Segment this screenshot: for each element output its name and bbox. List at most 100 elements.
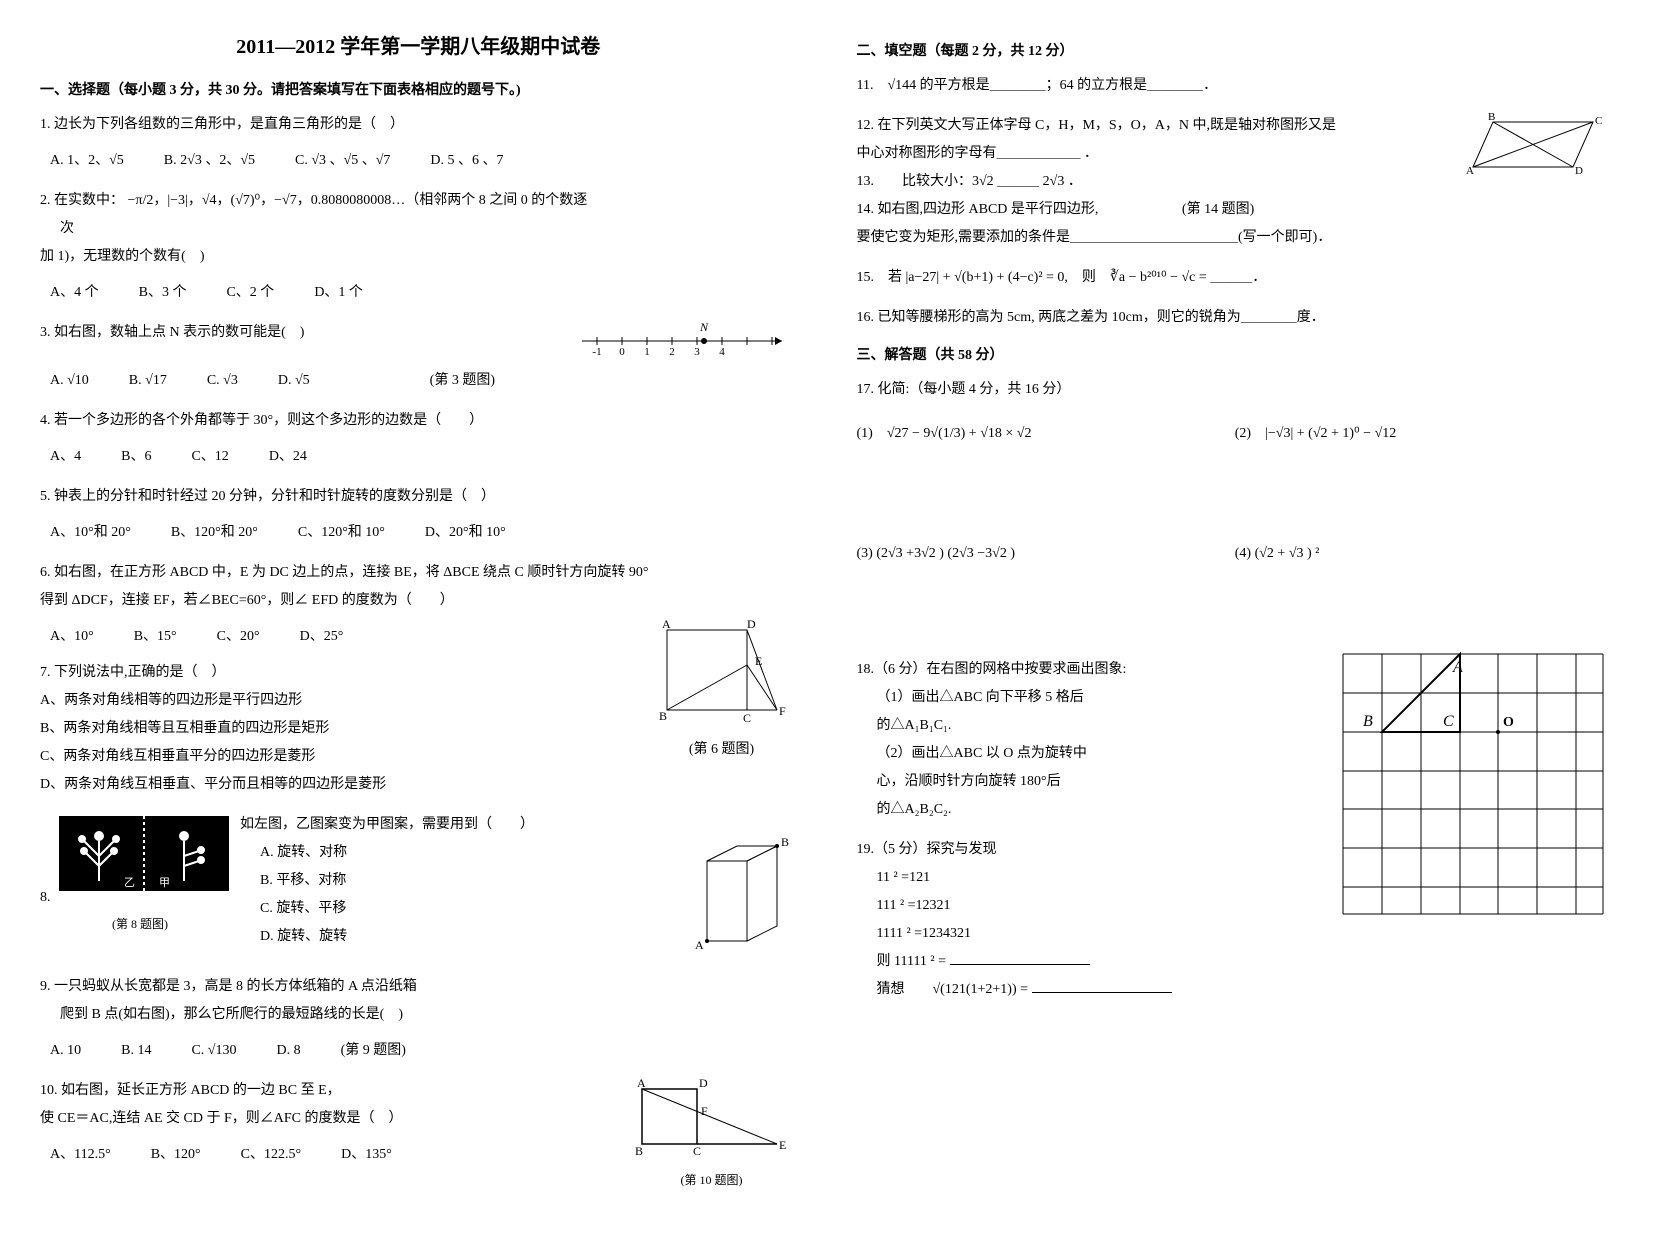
question-19: 19.（5 分）探究与发现 11 ² =121 111 ² =12321 111…: [857, 836, 1314, 1004]
q10-optC: C、122.5°: [241, 1141, 301, 1169]
q7-stem: 7. 下列说法中,正确的是（ ）: [40, 659, 647, 687]
q2-suffix: 次: [60, 215, 797, 243]
q14-fig: (第 14 题图): [1182, 202, 1254, 217]
svg-text:1: 1: [644, 346, 650, 358]
q10-stem-l1: 10. 如右图，延长正方形 ABCD 的一边 BC 至 E，: [40, 1077, 627, 1105]
q18-grid: A B C O: [1333, 644, 1613, 924]
svg-text:3: 3: [694, 346, 700, 358]
q4-optB: B、6: [121, 443, 151, 471]
q6-optA: A、10°: [50, 623, 94, 651]
q14-l2: 要使它变为矩形,需要添加的条件是＿＿＿＿＿＿＿＿＿＿＿＿(写一个即可)．: [857, 224, 1614, 252]
q2-optB: B、3 个: [139, 279, 187, 307]
q17-s2: (2) |−√3| + (√2 + 1)⁰ − √12: [1235, 420, 1613, 448]
q1-options: A. 1、2、√5 B. 2√3 、2、√5 C. √3 、√5 、√7 D. …: [50, 147, 797, 175]
svg-text:N: N: [698, 320, 708, 334]
q19-l4-prefix: 则 11111 ² =: [877, 954, 950, 969]
q18-l5: 的△A₂B₂C₂.: [877, 796, 1314, 824]
q18-l1: （1）画出△ABC 向下平移 5 格后: [877, 684, 1314, 712]
q5-optC: C、120°和 10°: [298, 519, 385, 547]
q5-stem: 5. 钟表上的分针和时针经过 20 分钟，分针和时针旋转的度数分别是（ ）: [40, 483, 797, 511]
q5-options: A、10°和 20° B、120°和 20° C、120°和 10° D、20°…: [50, 519, 797, 547]
q19-l5-prefix: 猜想 √(121(1+2+1)) =: [877, 982, 1032, 997]
q1-optC: C. √3 、√5 、√7: [295, 147, 390, 175]
svg-text:B: B: [659, 709, 667, 723]
question-1: 1. 边长为下列各组数的三角形中，是直角三角形的是（ ） A. 1、2、√5 B…: [40, 111, 797, 175]
question-2: 2. 在实数中： −π/2，|−3|，√4，(√7)⁰，−√7，0.808008…: [40, 187, 797, 307]
q9-optC: C. √130: [191, 1037, 236, 1065]
svg-text:C: C: [1595, 115, 1602, 127]
q3-number-line: -1 0 1 2 3 4 N: [577, 319, 797, 359]
q19-l2: 111 ² =12321: [877, 892, 1314, 920]
svg-text:O: O: [1503, 715, 1514, 730]
q2-optC: C、2 个: [226, 279, 274, 307]
q10-fig-label: (第 10 题图): [627, 1168, 797, 1192]
q6-optC: C、20°: [217, 623, 260, 651]
q19-l1: 11 ² =121: [877, 864, 1314, 892]
q9-stem-l2: 爬到 B 点(如右图)，那么它所爬行的最短路线的长是( ): [60, 1001, 797, 1029]
svg-text:A: A: [662, 617, 671, 631]
question-4: 4. 若一个多边形的各个外角都等于 30°，则这个多边形的边数是（ ） A、4 …: [40, 407, 797, 471]
question-12: 12. 在下列英文大写正体字母 C，H，M，S，O，A，N 中,既是轴对称图形又…: [857, 112, 1614, 252]
q7-optA: A、两条对角线相等的四边形是平行四边形: [40, 687, 647, 715]
q6-stem-l1: 6. 如右图，在正方形 ABCD 中，E 为 DC 边上的点，连接 BE，将 Δ…: [40, 559, 797, 587]
q6-stem-l2: 得到 ΔDCF，连接 EF，若∠BEC=60°，则∠ EFD 的度数为（ ）: [40, 587, 797, 615]
q9-fig-label: (第 9 题图): [341, 1037, 406, 1065]
svg-text:A: A: [1466, 165, 1474, 177]
svg-text:B: B: [781, 835, 789, 849]
question-10: 10. 如右图，延长正方形 ABCD 的一边 BC 至 E， 使 CE＝AC,连…: [40, 1077, 797, 1192]
q9-optA: A. 10: [50, 1037, 81, 1065]
q3-fig-label: (第 3 题图): [430, 367, 495, 395]
svg-text:B: B: [1363, 713, 1373, 730]
svg-text:0: 0: [619, 346, 625, 358]
q4-optA: A、4: [50, 443, 81, 471]
svg-text:A: A: [637, 1077, 646, 1090]
svg-text:2: 2: [669, 346, 675, 358]
q10-options: A、112.5° B、120° C、122.5° D、135°: [50, 1141, 627, 1169]
q2-line2: 加 1)，无理数的个数有( ): [40, 243, 797, 271]
q10-optD: D、135°: [341, 1141, 392, 1169]
q8-optC: C. 旋转、平移: [260, 895, 687, 923]
question-17: 17. 化简:（每小题 4 分，共 16 分） (1) √27 − 9√(1/3…: [857, 376, 1614, 568]
q8-optB: B. 平移、对称: [260, 867, 687, 895]
q18-l2: 的△A₁B₁C₁.: [877, 712, 1314, 740]
q5-optA: A、10°和 20°: [50, 519, 131, 547]
q9-options: A. 10 B. 14 C. √130 D. 8 (第 9 题图): [50, 1037, 797, 1065]
q14-figure: B C A D: [1463, 112, 1613, 182]
svg-text:E: E: [779, 1138, 786, 1152]
q8-fig-label: (第 8 题图): [40, 912, 240, 936]
question-3: 3. 如右图，数轴上点 N 表示的数可能是( ) -1 0 1 2 3 4: [40, 319, 797, 395]
svg-text:甲: 甲: [159, 877, 170, 889]
q6-optB: B、15°: [134, 623, 177, 651]
q8-optD: D. 旋转、旋转: [260, 923, 687, 951]
q4-optD: D、24: [269, 443, 307, 471]
q19-blank1: [950, 950, 1090, 965]
q17-s4: (4) (√2 + √3 ) ²: [1235, 540, 1613, 568]
q19-stem: 19.（5 分）探究与发现: [857, 836, 1314, 864]
q2-optA: A、4 个: [50, 279, 99, 307]
q7-optD: D、两条对角线互相垂直、平分而且相等的四边形是菱形: [40, 771, 797, 799]
q3-optA: A. √10: [50, 367, 89, 395]
q18-19-wrap: 18.（6 分）在右图的网格中按要求画出图象: （1）画出△ABC 向下平移 5…: [857, 644, 1614, 1016]
q12-l1: 12. 在下列英文大写正体字母 C，H，M，S，O，A，N 中,既是轴对称图形又…: [857, 112, 1464, 140]
svg-text:A: A: [695, 938, 704, 952]
q2-stem-prefix: 2. 在实数中：: [40, 193, 124, 208]
q10-optA: A、112.5°: [50, 1141, 111, 1169]
q1-stem: 1. 边长为下列各组数的三角形中，是直角三角形的是（ ）: [40, 111, 797, 139]
q9-figure: A B: [687, 811, 797, 961]
q2-options: A、4 个 B、3 个 C、2 个 D、1 个: [50, 279, 797, 307]
svg-text:B: B: [1488, 112, 1495, 123]
svg-text:F: F: [701, 1104, 708, 1118]
q5-optB: B、120°和 20°: [171, 519, 258, 547]
q3-optB: B. √17: [129, 367, 167, 395]
svg-text:E: E: [755, 654, 762, 668]
q8-optA: A. 旋转、对称: [260, 839, 687, 867]
q7-optB: B、两条对角线相等且互相垂直的四边形是矩形: [40, 715, 647, 743]
q10-figure: A D B C E F: [627, 1077, 797, 1157]
svg-text:4: 4: [719, 346, 725, 358]
q8-stem: 如左图，乙图案变为甲图案，需要用到（ ）: [240, 811, 687, 839]
q4-stem: 4. 若一个多边形的各个外角都等于 30°，则这个多边形的边数是（ ）: [40, 407, 797, 435]
q7-optC: C、两条对角线互相垂直平分的四边形是菱形: [40, 749, 315, 764]
svg-text:A: A: [1452, 659, 1463, 676]
svg-text:B: B: [635, 1144, 643, 1157]
section-c-header: 三、解答题（共 58 分）: [857, 344, 1614, 364]
